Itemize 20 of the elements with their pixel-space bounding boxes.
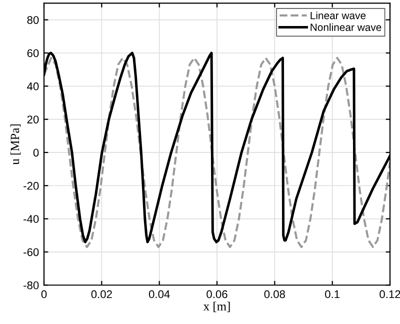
legend-label: Nonlinear wave (310, 23, 382, 32)
x-tick-label: 0.04 (148, 290, 170, 298)
y-tick-label: 80 (27, 16, 39, 24)
x-tick-label: 0.08 (264, 290, 285, 298)
x-axis-title: x [m] (203, 302, 230, 312)
y-tick-label: 0 (33, 148, 39, 157)
x-tick-label: 0.12 (380, 290, 400, 298)
y-axis-title: u [MPa] (10, 124, 21, 165)
y-tick-label: -60 (24, 248, 39, 256)
x-tick-label: 0.02 (91, 290, 112, 298)
y-tick-label: 60 (27, 49, 39, 58)
y-tick-label: 40 (27, 82, 39, 90)
x-tick-label: 0.1 (325, 290, 340, 298)
y-tick-label: 20 (27, 116, 39, 124)
x-tick-label: 0.06 (206, 290, 228, 298)
y-tick-label: -40 (24, 215, 39, 223)
y-tick-label: -20 (24, 182, 39, 190)
y-tick-label: -80 (24, 281, 39, 290)
legend-label: Linear wave (310, 12, 366, 20)
x-tick-label: 0 (41, 290, 47, 298)
